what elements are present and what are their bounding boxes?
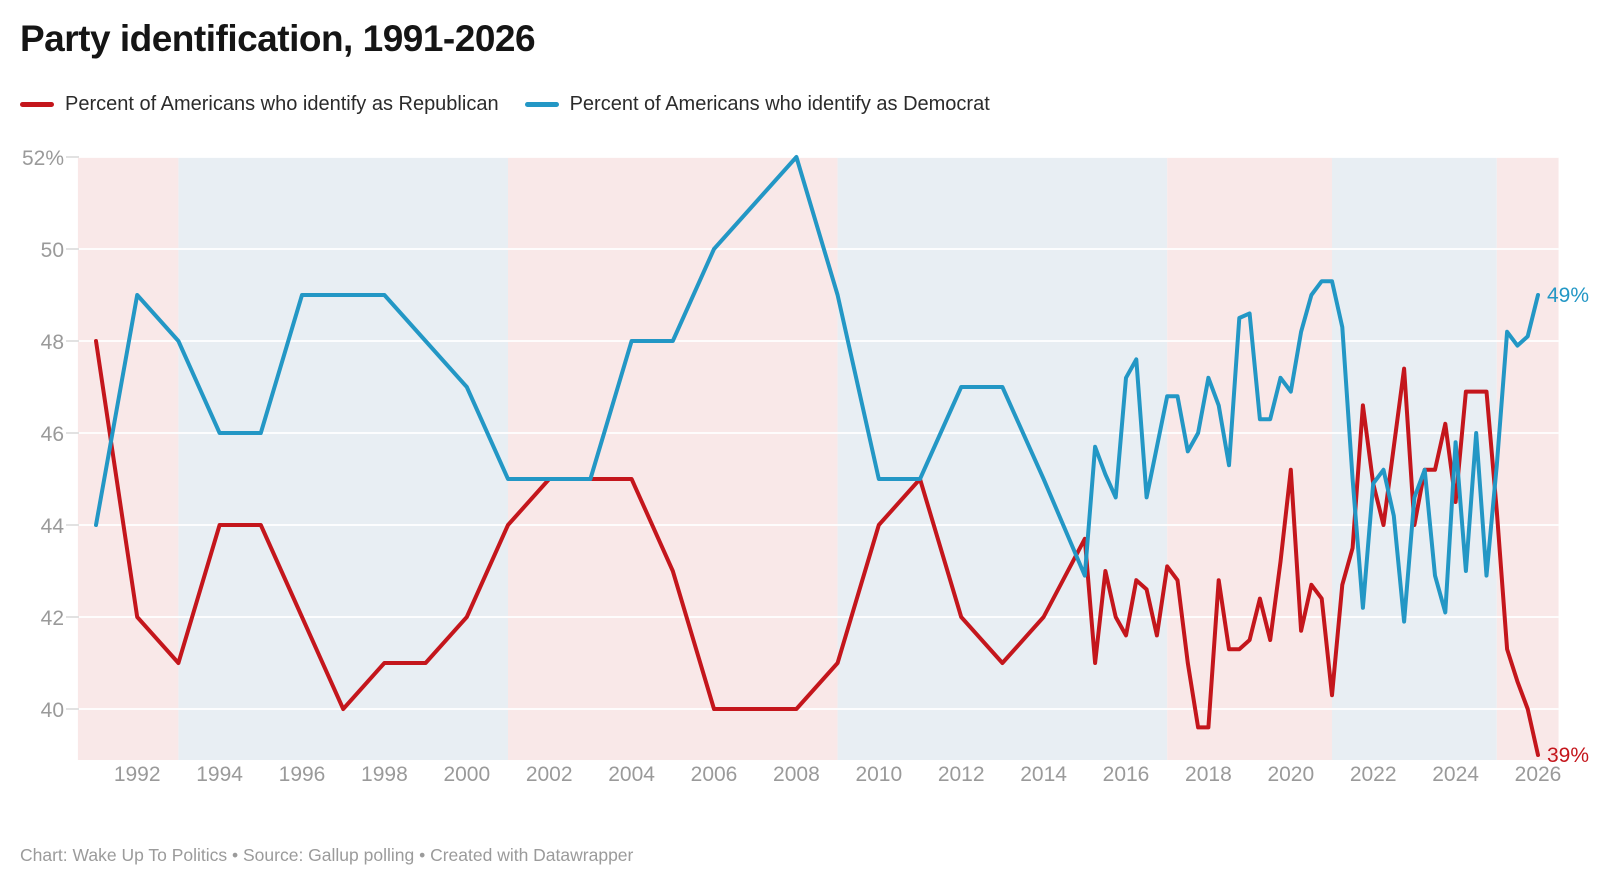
era-band-democrat (178, 157, 508, 760)
era-band-democrat (1332, 157, 1497, 760)
x-axis-tick-label: 2020 (1267, 763, 1314, 786)
era-band-republican (1167, 157, 1332, 760)
x-axis-tick-label: 2008 (773, 763, 820, 786)
x-axis-tick-label: 2018 (1185, 763, 1232, 786)
y-axis-tick-label: 42 (41, 607, 64, 630)
x-axis-tick-label: 2014 (1020, 763, 1067, 786)
x-axis-tick-label: 2004 (608, 763, 655, 786)
x-axis-tick-label: 2026 (1515, 763, 1562, 786)
era-band-republican (77, 157, 179, 760)
legend: Percent of Americans who identify as Rep… (20, 93, 990, 116)
y-axis-tick-label: 40 (41, 699, 64, 722)
x-axis-tick-label: 1992 (114, 763, 161, 786)
legend-item-democrat: Percent of Americans who identify as Dem… (524, 93, 990, 116)
y-axis-tick-label: 44 (41, 515, 65, 538)
x-axis-tick-label: 2010 (855, 763, 902, 786)
x-axis-tick-label: 1994 (196, 763, 243, 786)
attribution: Chart: Wake Up To Politics • Source: Gal… (20, 845, 634, 865)
legend-item-republican: Percent of Americans who identify as Rep… (20, 93, 499, 116)
legend-label-republican: Percent of Americans who identify as Rep… (65, 93, 499, 115)
x-axis-tick-label: 2006 (691, 763, 738, 786)
x-axis-tick-label: 2016 (1103, 763, 1150, 786)
x-axis-tick-label: 1998 (361, 763, 408, 786)
y-axis-tick-label: 52% (22, 147, 64, 170)
y-axis-tick-label: 46 (41, 423, 64, 446)
democrat-line-swatch-icon (524, 102, 559, 107)
y-axis-tick-label: 48 (41, 331, 64, 354)
era-band-republican (508, 157, 838, 760)
x-axis-tick-label: 2022 (1350, 763, 1397, 786)
y-axis-tick-label: 50 (41, 239, 64, 262)
legend-label-democrat: Percent of Americans who identify as Dem… (569, 93, 990, 115)
x-axis-tick-label: 2024 (1432, 763, 1479, 786)
era-band-democrat (837, 157, 1168, 760)
x-axis-tick-label: 2002 (526, 763, 573, 786)
republican-end-value-label: 39% (1547, 744, 1589, 767)
page-title: Party identification, 1991-2026 (20, 18, 536, 59)
x-axis-tick-label: 2012 (938, 763, 985, 786)
democrat-end-value-label: 49% (1547, 284, 1589, 307)
democrat-line (94, 155, 1540, 624)
republican-line-swatch-icon (20, 102, 54, 107)
x-axis-tick-label: 1996 (279, 763, 326, 786)
x-axis-tick-label: 2000 (443, 763, 490, 786)
era-band-republican (1496, 157, 1559, 760)
